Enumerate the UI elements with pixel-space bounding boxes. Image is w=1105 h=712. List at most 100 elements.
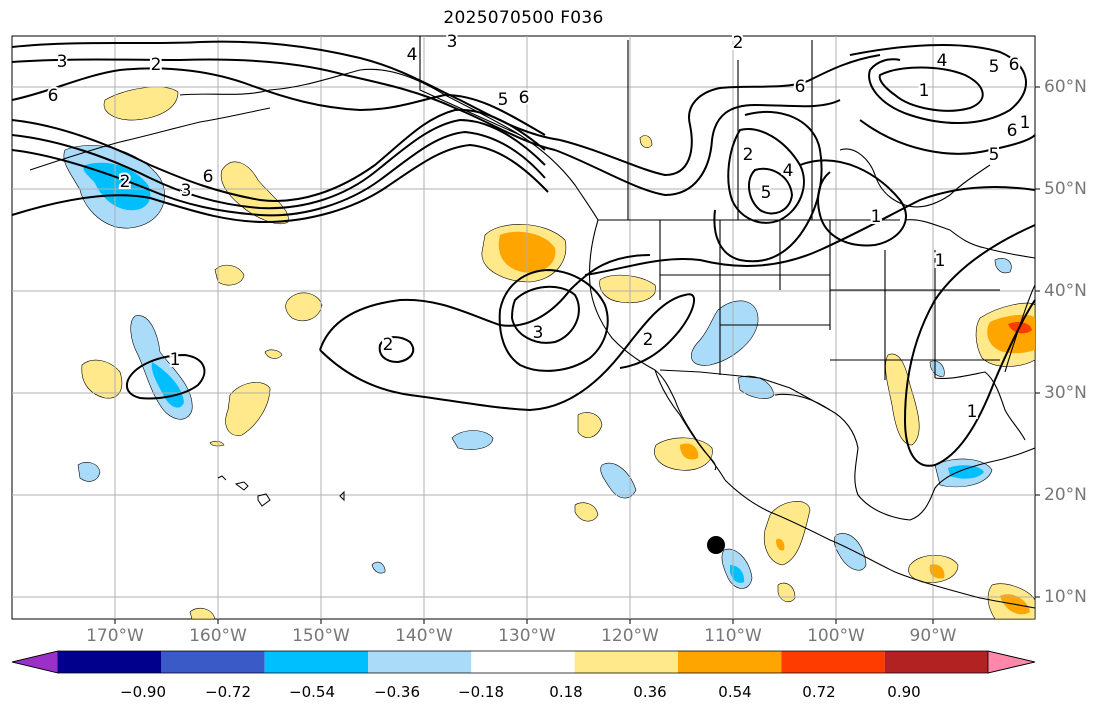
lon-label: 160°W <box>189 626 247 646</box>
lat-label: 10°N <box>1044 587 1087 607</box>
contour-pacific-jet-7 <box>11 143 549 224</box>
lat-label: 60°N <box>1044 77 1087 97</box>
contour-east-trough <box>859 119 1036 155</box>
lon-label: 130°W <box>498 626 556 646</box>
contours <box>11 40 1036 467</box>
colorbar-tick-label: −0.36 <box>374 683 420 701</box>
contour-label: 6 <box>1007 121 1018 141</box>
contour-label: 6 <box>48 86 59 106</box>
contour-pacific-jet-5 <box>11 118 546 210</box>
coast-baja <box>654 369 717 471</box>
shade-yellow-small-5 <box>639 135 653 148</box>
contour-labels: 3 2 6 4 3 2 6 5 6 2 3 6 2 4 5 1 1 2 3 2 … <box>46 30 1033 424</box>
contour-east-1 <box>903 224 1036 467</box>
shade-yellow-pacific-mexico <box>763 501 811 566</box>
contour-2-small <box>378 336 415 364</box>
contour-label: 4 <box>407 45 418 65</box>
contour-label: 4 <box>937 51 948 71</box>
contour-subtropical-3 <box>510 285 580 344</box>
colorbar-segment <box>58 651 162 673</box>
contour-pacific-jet-6 <box>11 130 546 217</box>
shade-blue-great-lakes <box>994 258 1012 274</box>
contour-label: 5 <box>761 183 772 203</box>
lat-label: 40°N <box>1044 281 1087 301</box>
shade-blue-central-am <box>833 533 867 571</box>
colorbar-outline <box>11 650 1036 674</box>
contour-label: 3 <box>533 323 544 343</box>
shade-orange-mexico-coast <box>680 443 699 460</box>
contour-pacific-jet-3 <box>11 67 546 136</box>
contour-subtropical-3b <box>498 268 609 372</box>
contour-label: 6 <box>1009 55 1020 75</box>
contour-label: 5 <box>498 90 509 110</box>
contour-label: 2 <box>743 145 754 165</box>
contour-label: 1 <box>1020 113 1031 133</box>
contour-label: 5 <box>989 57 1000 77</box>
contour-label: 1 <box>871 207 882 227</box>
lon-label: 90°W <box>909 626 957 646</box>
coast-great-lakes <box>904 219 1036 259</box>
contour-label: 4 <box>783 161 794 181</box>
coast-hudson <box>839 148 991 208</box>
lon-label: 150°W <box>292 626 350 646</box>
colorbar-tick-label: 0.54 <box>718 683 752 701</box>
shade-yellow-small-7 <box>189 607 216 620</box>
shade-yellow-small-4 <box>574 502 599 522</box>
colorbar-segment <box>471 651 575 673</box>
shade-yellow-baja <box>577 412 603 438</box>
contour-north-high <box>849 44 1027 124</box>
shade-yellow-west-2 <box>225 382 271 436</box>
border-alaska-canada <box>419 36 521 136</box>
lat-label: 50°N <box>1044 179 1087 199</box>
contour-label: 1 <box>170 350 181 370</box>
colorbar-tick-label: 0.72 <box>802 683 836 701</box>
lon-label: 120°W <box>601 626 659 646</box>
contour-west-1 <box>125 353 206 400</box>
shade-yellow-small-3 <box>264 349 283 359</box>
shade-yellow-small-1 <box>214 264 245 286</box>
contour-east-trough-2 <box>799 159 907 247</box>
colorbar-tick-label: 0.36 <box>633 683 667 701</box>
colorbar-segment <box>161 651 265 673</box>
island-hawaii-1 <box>217 475 227 481</box>
shade-blue-small-4 <box>371 561 386 574</box>
shade-blue-east <box>929 360 945 377</box>
coast-florida <box>934 371 1026 441</box>
shade-blue-west-core <box>151 362 184 408</box>
lon-label: 110°W <box>704 626 762 646</box>
contour-label: 2 <box>383 335 394 355</box>
contour-canada-low-2 <box>748 167 794 215</box>
shade-blue-aleutian-core <box>83 162 151 211</box>
island-hawaii-3 <box>257 493 271 507</box>
contour-label: 5 <box>989 145 1000 165</box>
island-hawaii-2 <box>234 481 249 491</box>
contour-label: 6 <box>795 77 806 97</box>
colorbar-segment <box>781 651 885 673</box>
shade-blue-southwest-us <box>691 300 759 366</box>
coast-aleutians <box>29 107 271 171</box>
shade-blue-gulf-core <box>948 465 984 479</box>
colorbar-tick-label: 0.90 <box>887 683 921 701</box>
shade-yellow-small-8 <box>209 440 225 447</box>
contour-canada-low <box>727 128 805 224</box>
colorbar-tick-label: −0.54 <box>289 683 335 701</box>
contour-label: 1 <box>967 402 978 422</box>
colorbar-segment <box>884 651 988 673</box>
axis-ticks <box>114 86 1040 624</box>
border-states-2 <box>830 250 1000 380</box>
coast-gulf <box>774 393 1036 521</box>
colorbar-segment <box>678 651 782 673</box>
coast-alaska <box>179 68 599 221</box>
contour-pacific-jet-4 <box>11 108 546 202</box>
contour-label: 1 <box>935 251 946 271</box>
colorbar-tick-label: 0.18 <box>549 683 583 701</box>
colorbar-tick-label: −0.90 <box>120 683 166 701</box>
contour-ridge <box>559 54 881 177</box>
shade-orange-pacific-mexico <box>776 538 785 551</box>
lon-label: 140°W <box>395 626 453 646</box>
shade-yellow-gulf-coast <box>885 353 920 446</box>
colorbar-segment <box>368 651 472 673</box>
islands <box>217 475 345 507</box>
shade-yellow-west-1 <box>81 359 123 399</box>
